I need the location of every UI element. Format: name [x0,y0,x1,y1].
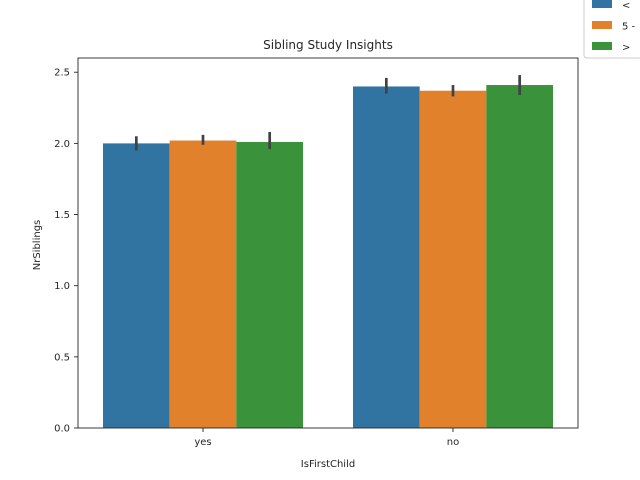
x-tick-label-no: no [447,437,459,448]
y-tick-label: 2.5 [54,68,70,79]
y-axis-label: NrSiblings [32,220,43,271]
bars-layer [103,85,553,429]
legend-label-series-2: > [622,43,630,54]
chart-title: Sibling Study Insights [263,38,393,52]
bar-yes-series-0 [103,143,170,428]
legend-label-series-1: 5 - [622,22,636,33]
bar-yes-series-2 [236,141,303,428]
y-tick-label: 1.5 [54,210,70,221]
error-bars-layer [134,75,522,151]
legend-label-series-0: < [622,1,630,12]
legend-swatch-series-2 [592,42,612,50]
x-axis-label: IsFirstChild [301,459,355,470]
bar-no-series-1 [419,90,487,428]
y-tick-label: 0.5 [54,352,70,363]
legend: <5 - > [583,0,640,59]
y-tick-label: 0.0 [54,424,70,435]
x-tick-label-yes: yes [194,437,211,448]
legend-swatch-series-0 [592,0,612,8]
bar-no-series-2 [486,85,553,429]
legend-swatch-series-1 [592,21,612,29]
bar-no-series-0 [353,86,420,428]
y-tick-label: 2.0 [54,139,70,150]
axes-layer: 0.0 0.5 1.0 1.5 2.0 2.5 yes no [54,57,579,448]
y-tick-label: 1.0 [54,281,70,292]
plot-frame [77,57,579,429]
bar-yes-series-1 [169,140,237,429]
